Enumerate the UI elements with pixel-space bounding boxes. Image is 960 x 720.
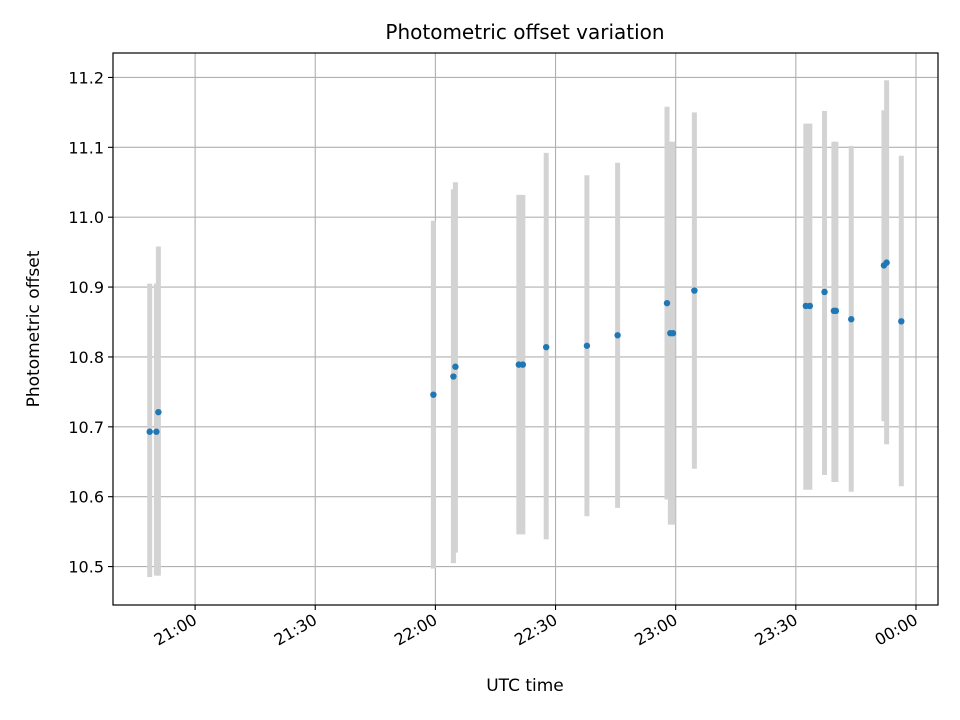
y-tick-label: 11.0 [68,208,104,227]
data-point [806,302,814,310]
y-tick-label: 10.9 [68,278,104,297]
data-point [821,288,828,296]
plot-area-frame [112,52,939,606]
data-point [155,408,162,416]
data-point [450,373,457,380]
data-point [146,428,153,435]
y-tick-label: 10.7 [68,418,104,437]
data-point [519,361,527,368]
data-point [542,343,550,351]
chart-title: Photometric offset variation [385,20,664,44]
y-tick-label: 10.8 [68,348,104,367]
grid-lines [113,53,938,605]
x-axis-label: UTC time [486,676,564,696]
data-point [452,363,459,370]
data-point [832,307,840,315]
y-tick-label: 11.2 [68,68,104,87]
y-tick-label: 10.5 [68,558,104,577]
data-points [146,259,905,435]
data-point [153,428,160,435]
data-point [669,329,677,337]
y-tick-label: 11.1 [68,138,104,157]
data-point [614,332,621,339]
data-point [883,259,890,266]
data-point [430,391,437,398]
data-point [663,299,671,307]
data-point [583,342,591,349]
data-point [848,316,855,323]
data-point [691,287,698,294]
data-point [898,318,905,325]
y-tick-label: 10.6 [68,488,104,507]
y-axis-label: Photometric offset [24,250,44,407]
